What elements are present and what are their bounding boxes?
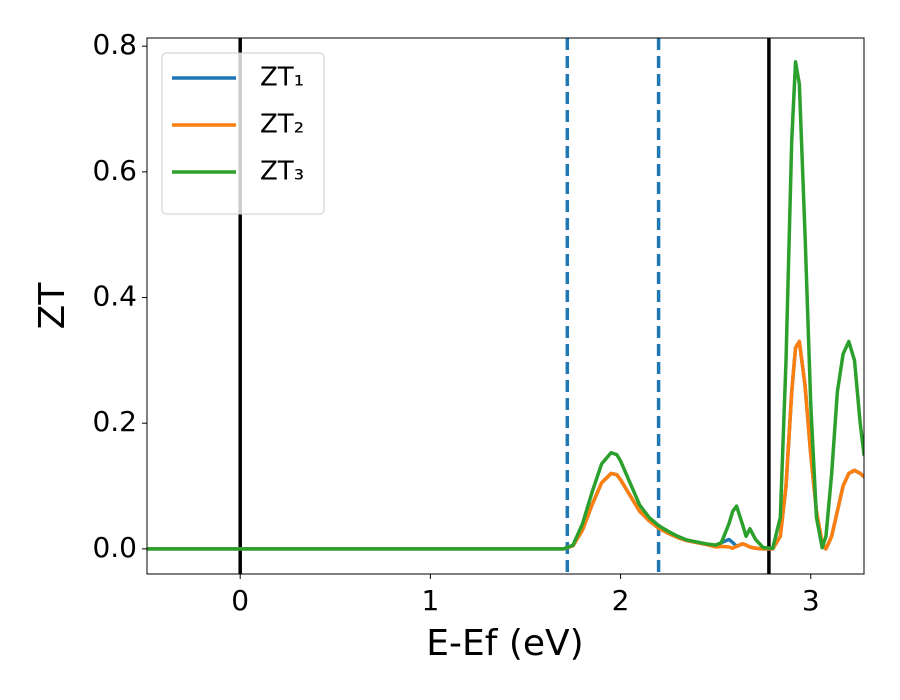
- y-axis-label: ZT: [32, 282, 73, 330]
- y-tick-label: 0.8: [92, 28, 137, 61]
- y-tick-label: 0.4: [92, 280, 137, 313]
- plot-area: [147, 38, 864, 574]
- x-tick-label: 3: [802, 584, 820, 617]
- y-tick-label: 0.0: [92, 531, 137, 564]
- x-tick-label: 0: [231, 584, 249, 617]
- y-tick-label: 0.2: [92, 405, 137, 438]
- data-line: [147, 60, 864, 551]
- x-tick-label: 1: [421, 584, 439, 617]
- x-axis-label: E-Ef (eV): [426, 623, 583, 664]
- legend-label: ZT₃: [260, 157, 304, 187]
- legend-label: ZT₁: [260, 63, 304, 93]
- y-tick-label: 0.6: [92, 154, 137, 187]
- x-tick-label: 2: [612, 584, 630, 617]
- legend-label: ZT₂: [260, 110, 304, 140]
- legend: ZT₁ ZT₂ ZT₃: [161, 52, 325, 215]
- plot-frame: [146, 37, 865, 575]
